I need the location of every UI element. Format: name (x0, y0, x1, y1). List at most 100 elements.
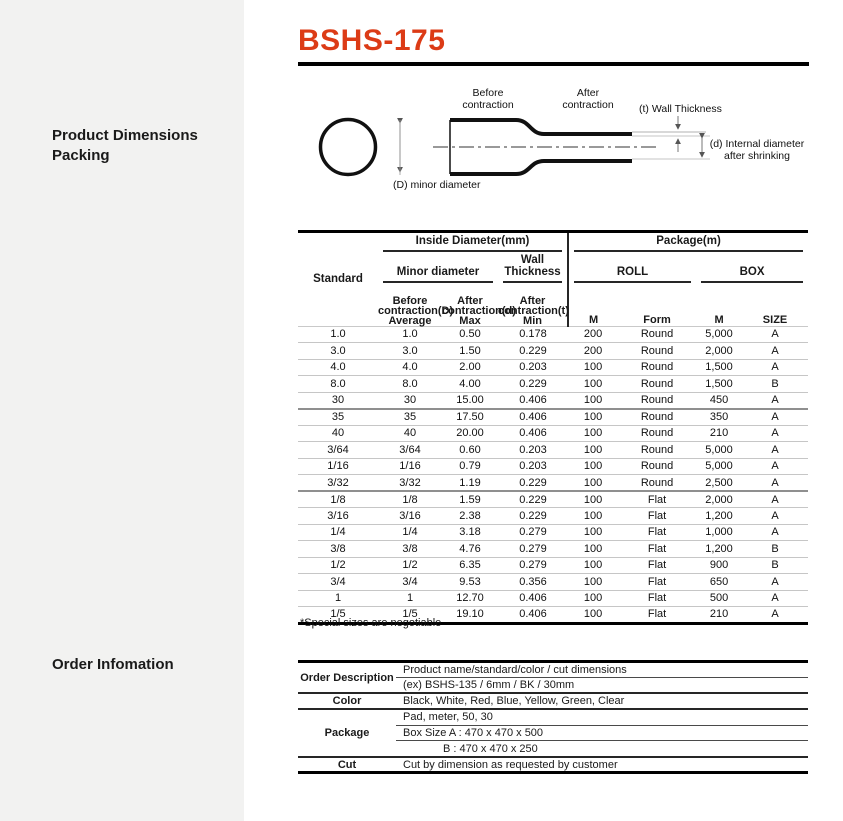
spec-cell: A (742, 491, 809, 508)
spec-cell: 650 (696, 573, 743, 591)
spec-cell: Flat (618, 491, 697, 508)
spec-cell: 100 (568, 474, 619, 492)
spec-cell: Round (618, 458, 697, 475)
spec-cell: 100 (568, 458, 619, 475)
spec-table-row: 3/64 3/64 0.60 0.203 100 Round 5,000 A (298, 441, 809, 459)
spec-cell: 100 (568, 425, 619, 442)
spec-cell: A (742, 474, 809, 492)
spec-cell: 0.356 (498, 573, 569, 591)
spec-cell: 210 (696, 425, 743, 442)
minor-diameter-group-label: Minor diameter (383, 264, 493, 283)
spec-cell: 900 (696, 557, 743, 574)
spec-cell: 100 (568, 359, 619, 376)
col-header-roll-m: M (568, 283, 619, 327)
spec-cell: Flat (618, 507, 697, 525)
spec-cell: Round (618, 425, 697, 442)
page-title: BSHS-175 (298, 24, 446, 57)
spec-cell: 1.0 (378, 326, 442, 343)
spec-cell: 0.279 (498, 524, 569, 541)
spec-cell: 0.60 (442, 441, 498, 459)
spec-table-row: 1.0 1.0 0.50 0.178 200 Round 5,000 A (298, 326, 809, 343)
tube-diagram: Before contraction After contraction (t)… (298, 86, 809, 204)
cut-label: Cut (337, 758, 357, 771)
spec-cell: 3/8 (298, 540, 378, 558)
spec-cell: 0.406 (498, 425, 569, 442)
spec-cell: 0.279 (498, 557, 569, 574)
roll-group-label: ROLL (574, 264, 692, 283)
spec-cell: 3/16 (298, 507, 378, 525)
spec-table-row: 3.0 3.0 1.50 0.229 200 Round 2,000 A (298, 342, 809, 360)
spec-table-row: 30 30 15.00 0.406 100 Round 450 A (298, 392, 809, 410)
col-group-wall-thickness: Wall Thickness (498, 252, 570, 283)
table-row: Order Description Product name/standard/… (298, 661, 808, 695)
spec-cell: Round (618, 441, 697, 459)
spec-cell: Flat (618, 573, 697, 591)
order-table-section: Order Description Product name/standard/… (298, 660, 809, 775)
spec-cell: 3/4 (378, 573, 442, 591)
package-line3: B : 470 x 470 x 250 (396, 740, 808, 758)
spec-cell: 200 (568, 326, 619, 343)
spec-table-footnote: *Special sizes are negotiable (300, 617, 442, 629)
spec-cell: 2.00 (442, 359, 498, 376)
col-group-roll: ROLL (568, 252, 696, 283)
spec-cell: 1/4 (298, 524, 378, 541)
color-label: Color (298, 693, 396, 711)
color-value: Black, White, Red, Blue, Yellow, Green, … (396, 693, 808, 711)
before-contraction-label: Before contraction (462, 87, 514, 111)
col-group-package: Package(m) (568, 232, 808, 252)
spec-cell: 100 (568, 606, 619, 624)
spec-cell: 0.229 (498, 342, 569, 360)
spec-cell: 450 (696, 392, 743, 410)
spec-cell: A (742, 606, 809, 624)
spec-cell: B (742, 557, 809, 574)
spec-cell: Round (618, 375, 697, 393)
spec-cell: 15.00 (442, 392, 498, 410)
spec-cell: Flat (618, 590, 697, 607)
spec-table-section: Standard Inside Diameter(mm) Package(m) … (298, 230, 809, 625)
spec-cell: 100 (568, 408, 619, 426)
spec-cell: 35 (298, 408, 378, 426)
spec-cell: 0.229 (498, 491, 569, 508)
sidebar-label-order: Order Infomation (52, 656, 174, 673)
spec-cell: 1 (378, 590, 442, 607)
col-header-after-contraction-t: After contraction(t) Min (498, 283, 570, 327)
order-description-line1: Product name/standard/color / cut dimens… (396, 661, 808, 678)
spec-cell: 1,200 (696, 507, 743, 525)
spec-table-row: 3/16 3/16 2.38 0.229 100 Flat 1,200 A (298, 507, 809, 525)
spec-cell: 9.53 (442, 573, 498, 591)
spec-cell: 100 (568, 590, 619, 607)
spec-cell: 350 (696, 408, 743, 426)
spec-cell: 1,500 (696, 359, 743, 376)
spec-cell: 100 (568, 375, 619, 393)
col-group-inside-diameter: Inside Diameter(mm) (378, 231, 570, 252)
spec-table-body: 1.0 1.0 0.50 0.178 200 Round 5,000 A 3.0 3.0 1.50 0… (298, 326, 809, 624)
spec-cell: 2.38 (442, 507, 498, 525)
spec-cell: A (742, 441, 809, 459)
spec-cell: 2,000 (696, 342, 743, 360)
spec-cell: 0.229 (498, 507, 569, 525)
spec-cell: 3.0 (298, 342, 378, 360)
col-header-box-m: M (696, 283, 743, 327)
spec-cell: 30 (298, 392, 378, 410)
spec-cell: A (742, 408, 809, 426)
cut-value: Cut by dimension as requested by custome… (403, 758, 618, 771)
spec-cell: 1 (298, 590, 378, 607)
table-row: Color Black, White, Red, Blue, Yellow, G… (298, 693, 808, 711)
spec-cell: 30 (378, 392, 442, 410)
order-table: Order Description Product name/standard/… (298, 660, 808, 775)
spec-cell: 1/16 (298, 458, 378, 475)
spec-cell: A (742, 359, 809, 376)
spec-cell: 1.59 (442, 491, 498, 508)
spec-cell: 200 (568, 342, 619, 360)
sidebar: Product Dimensions Packing Order Infomat… (0, 0, 244, 821)
spec-cell: 1,000 (696, 524, 743, 541)
package-line1: Pad, meter, 50, 30 (396, 709, 808, 726)
spec-cell: 100 (568, 491, 619, 508)
spec-cell: 500 (696, 590, 743, 607)
spec-cell: 4.0 (378, 359, 442, 376)
spec-table-row: 3/8 3/8 4.76 0.279 100 Flat 1,200 B (298, 540, 809, 558)
spec-table-row: 8.0 8.0 4.00 0.229 100 Round 1,500 B (298, 375, 809, 393)
spec-table-header: Standard Inside Diameter(mm) Package(m) … (298, 231, 809, 327)
spec-cell: 1.0 (298, 326, 378, 343)
spec-cell: A (742, 458, 809, 475)
